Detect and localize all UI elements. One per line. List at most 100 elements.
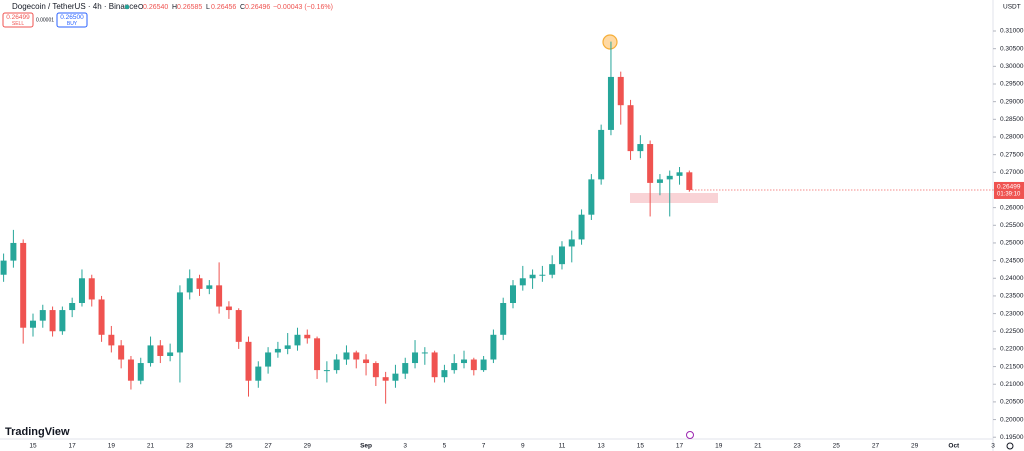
candle-body <box>490 334 497 360</box>
candle-body <box>0 260 7 275</box>
candle-body <box>647 144 654 183</box>
x-tick-label: 17 <box>676 443 684 450</box>
ohlc-value: 0.26456 <box>211 4 236 11</box>
candle-body <box>274 348 281 353</box>
x-tick-label: 29 <box>304 443 312 450</box>
candle-body <box>412 352 419 364</box>
x-tick-label: 17 <box>69 443 77 450</box>
x-tick-label: Sep <box>360 443 372 450</box>
y-tick-label: 0.31000 <box>1000 28 1024 35</box>
y-tick-label: 0.28500 <box>1000 116 1024 123</box>
x-tick-label: 27 <box>872 443 880 450</box>
candle-body <box>607 76 614 130</box>
x-tick-label: 5 <box>443 443 447 450</box>
candle-body <box>39 310 46 321</box>
y-tick-label: 0.24000 <box>1000 275 1024 282</box>
x-tick-label: 19 <box>108 443 116 450</box>
x-tick-label: 23 <box>186 443 194 450</box>
y-tick-label: 0.30000 <box>1000 63 1024 70</box>
candle-body <box>323 370 330 372</box>
buy-label[interactable]: BUY <box>67 21 78 27</box>
symbol-title: Dogecoin / TetherUS · 4h · Binance <box>12 2 138 11</box>
y-tick-label: 0.24500 <box>1000 257 1024 264</box>
x-tick-label: 15 <box>637 443 645 450</box>
ohlc-key: C <box>240 4 245 11</box>
candle-body <box>539 274 546 276</box>
candle-body <box>578 214 585 240</box>
candle-body <box>98 299 105 335</box>
sell-price[interactable]: 0.26499 <box>6 14 30 21</box>
y-tick-label: 0.29000 <box>1000 98 1024 105</box>
y-tick-label: 0.19500 <box>1000 434 1024 441</box>
x-tick-label: 27 <box>264 443 272 450</box>
candle-body <box>137 363 144 381</box>
candle-body <box>235 310 242 342</box>
candle-body <box>59 310 66 332</box>
x-tick-label: 7 <box>482 443 486 450</box>
candle-body <box>431 352 438 378</box>
candle-body <box>88 278 95 300</box>
ohlc-legend: O 0.26540 H 0.26585 L 0.26456 C 0.26496 <box>138 4 270 11</box>
candle-body <box>216 285 223 307</box>
ohlc-key: H <box>172 4 177 11</box>
peak-marker <box>602 34 618 50</box>
candle-body <box>637 144 644 152</box>
candle-body <box>255 366 262 381</box>
y-tick-label: 0.20500 <box>1000 399 1024 406</box>
candle-body <box>519 278 526 286</box>
candle-body <box>127 359 134 381</box>
buy-button[interactable] <box>56 12 88 28</box>
settings-icon[interactable] <box>1006 442 1014 450</box>
y-tick-label: 0.25500 <box>1000 222 1024 229</box>
candle-body <box>500 302 507 335</box>
x-tick-label: 13 <box>598 443 606 450</box>
y-tick-label: 0.26000 <box>1000 204 1024 211</box>
y-tick-label: 0.27500 <box>1000 151 1024 158</box>
candle-body <box>656 179 663 183</box>
x-tick-label: 25 <box>833 443 841 450</box>
change-text: −0.00043 (−0.16%) <box>273 4 333 11</box>
y-tick-label: 0.28000 <box>1000 134 1024 141</box>
candle-body <box>451 363 458 371</box>
candle-body <box>343 352 350 360</box>
ohlc-value: 0.26496 <box>245 4 270 11</box>
candle-body <box>69 302 76 311</box>
ohlc-key: O <box>138 4 144 11</box>
sell-button[interactable] <box>2 12 34 28</box>
candle-body <box>392 373 399 381</box>
candle-body <box>314 338 321 371</box>
candle-body <box>225 306 232 311</box>
y-tick-label: 0.21000 <box>1000 381 1024 388</box>
candle-body <box>402 363 409 374</box>
candle-body <box>245 341 252 381</box>
plot <box>0 41 693 404</box>
candle-body <box>421 352 428 354</box>
logo: TradingView <box>5 426 70 438</box>
buy-price[interactable]: 0.26500 <box>60 14 84 21</box>
candle-body <box>118 345 125 360</box>
event-marker[interactable] <box>686 431 694 439</box>
y-tick-label: 0.25000 <box>1000 240 1024 247</box>
x-tick-label: 21 <box>754 443 762 450</box>
ohlc-value: 0.26585 <box>177 4 202 11</box>
currency-select[interactable]: USDT <box>1003 4 1021 11</box>
x-tick-label: 19 <box>715 443 723 450</box>
y-tick-label: 0.23000 <box>1000 310 1024 317</box>
ohlc-value: 0.26540 <box>143 4 168 11</box>
candle-body <box>284 345 291 349</box>
candle-body <box>549 264 556 275</box>
candle-body <box>470 359 477 371</box>
x-tick-label: 21 <box>147 443 155 450</box>
x-tick-label: 23 <box>793 443 801 450</box>
candle-body <box>196 278 203 289</box>
candle-body <box>627 105 634 152</box>
market-status-dot <box>124 4 130 10</box>
candle-body <box>509 285 516 303</box>
x-tick-label: 25 <box>225 443 233 450</box>
sell-label[interactable]: SELL <box>12 21 24 27</box>
candle-body <box>686 172 693 190</box>
candle-body <box>49 310 56 332</box>
y-tick-label: 0.30500 <box>1000 45 1024 52</box>
last-price-tag <box>994 181 1024 199</box>
